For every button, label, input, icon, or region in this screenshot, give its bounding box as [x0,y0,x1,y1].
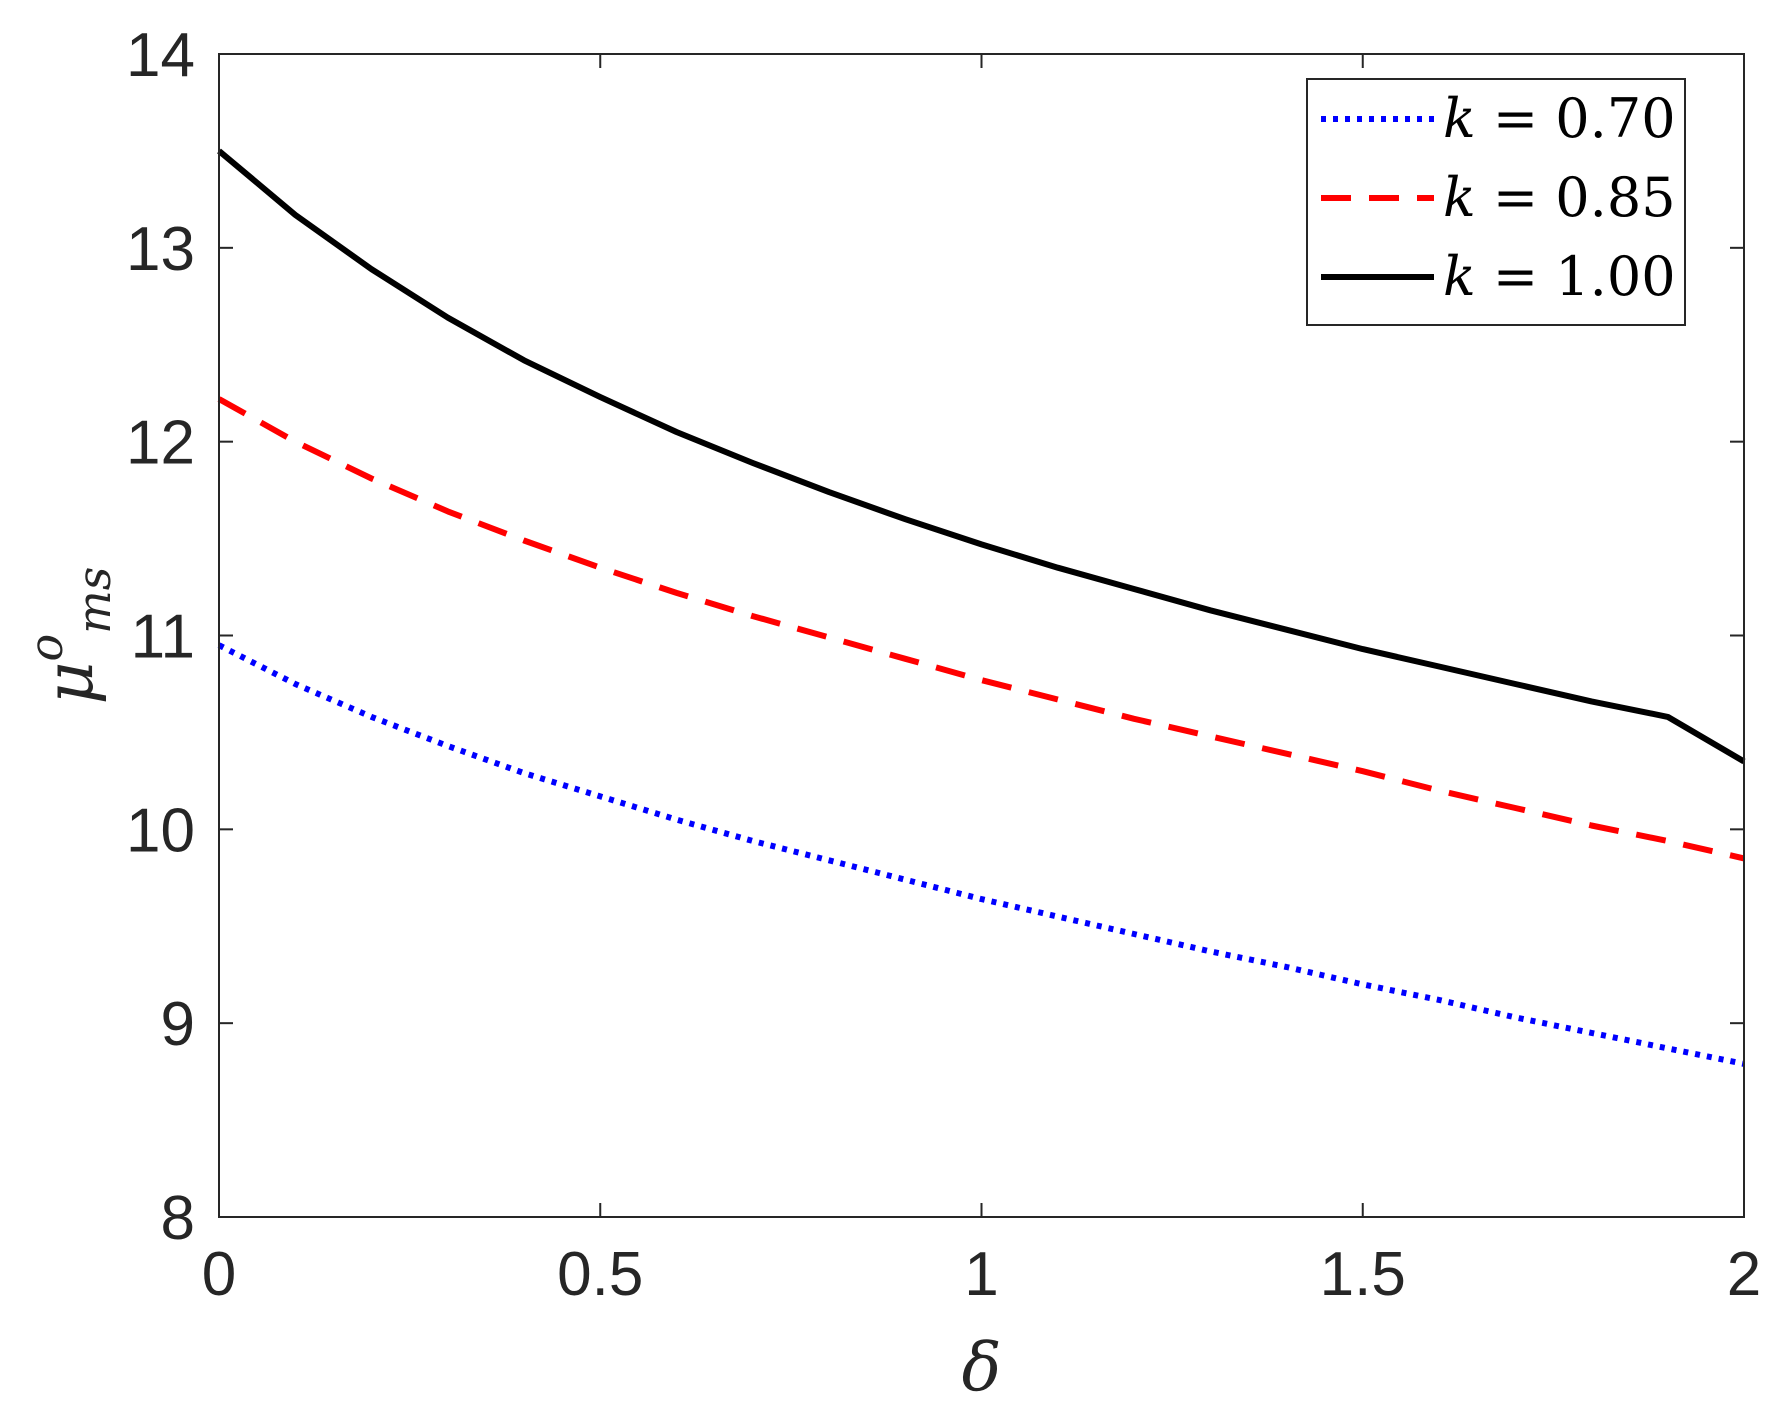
y-axis-ticks: 8 9 10 11 12 13 14 [126,21,1744,1253]
y-axis-label: μoms [19,567,121,705]
legend-label-3: k = 1.00 [1443,245,1676,308]
y-axis-label-superscript: o [19,634,73,662]
y-tick-label: 12 [126,409,195,478]
y-tick-label: 9 [161,990,195,1059]
x-tick-label: 1.5 [1320,1240,1406,1309]
y-axis-label-base: μ [31,662,108,705]
x-tick-label: 1 [964,1240,998,1309]
legend-label-2: k = 0.85 [1443,166,1676,229]
series-line-3 [217,148,1746,765]
y-tick-label: 13 [126,215,195,284]
series-line-1 [217,642,1745,1067]
y-tick-label: 11 [131,603,195,672]
x-axis-ticks: 0 0.5 1 1.5 2 [202,54,1761,1309]
y-axis-label-subscript: ms [67,567,121,634]
y-tick-label: 14 [126,21,195,90]
x-tick-label: 0.5 [557,1240,643,1309]
y-tick-label: 8 [161,1184,195,1253]
x-tick-label: 2 [1727,1240,1761,1309]
x-tick-label: 0 [202,1240,236,1309]
series-lines [217,148,1746,1067]
legend-label-1: k = 0.70 [1443,87,1676,150]
y-tick-label: 10 [126,796,195,865]
legend: k = 0.70 k = 0.85 k = 1.00 [1306,78,1686,326]
axes-frame [218,53,1745,1218]
x-axis-label: δ [962,1329,1002,1406]
